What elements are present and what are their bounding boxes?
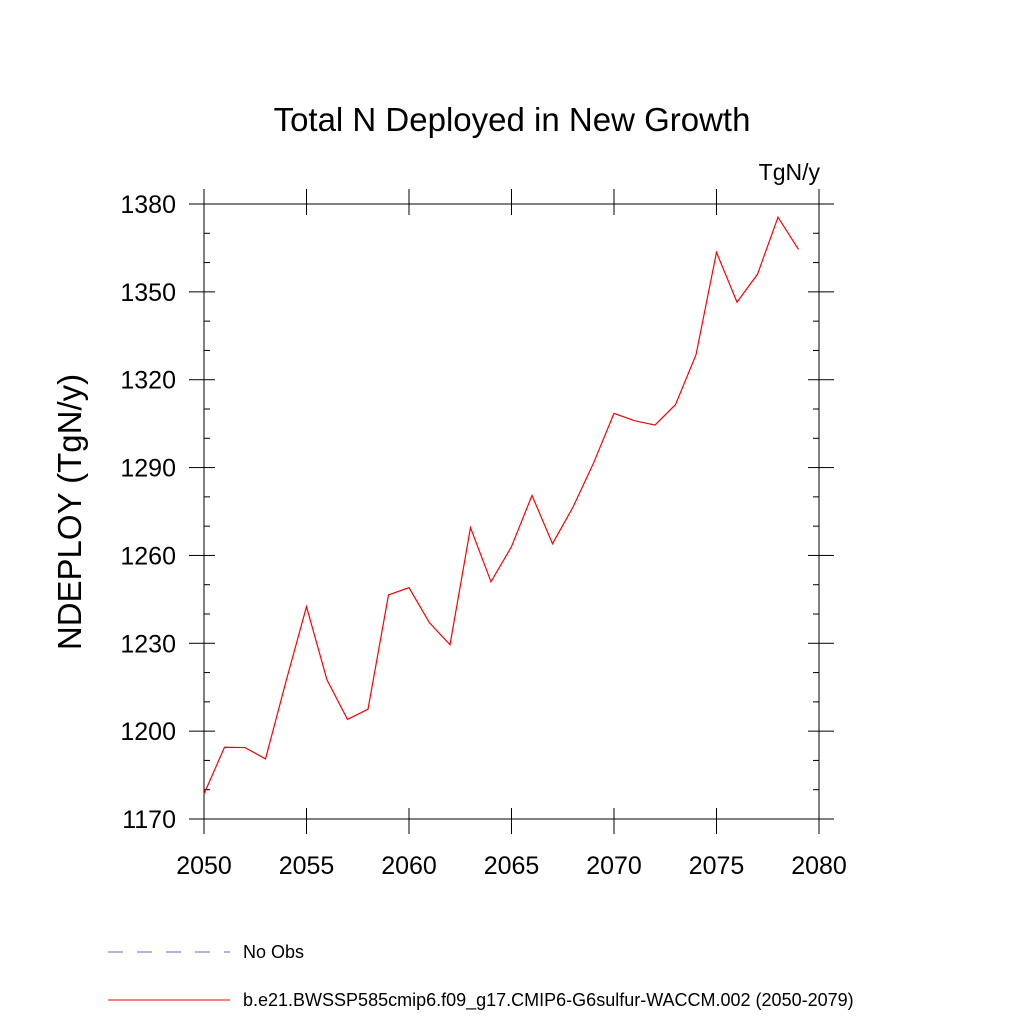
y-tick-label: 1320 bbox=[120, 367, 176, 395]
y-axis-label: NDEPLOY (TgN/y) bbox=[51, 374, 88, 650]
plot-area-frame bbox=[203, 203, 820, 820]
y-tick-label: 1290 bbox=[120, 455, 176, 483]
legend-label: b.e21.BWSSP585cmip6.f09_g17.CMIP6-G6sulf… bbox=[243, 990, 854, 1011]
x-tick-label: 2070 bbox=[586, 852, 642, 880]
chart-title: Total N Deployed in New Growth bbox=[274, 101, 751, 138]
units-label: TgN/y bbox=[759, 159, 821, 185]
x-tick-label: 2065 bbox=[484, 852, 540, 880]
legend-label: No Obs bbox=[243, 942, 304, 962]
series-line bbox=[203, 215, 800, 795]
series-group bbox=[203, 215, 800, 795]
x-tick-label: 2075 bbox=[689, 852, 745, 880]
axis-ticks: 2050 2055 2060 2065 2070 2075 2080 1170 1200 1230… bbox=[120, 189, 847, 880]
y-tick-label: 1230 bbox=[120, 630, 176, 658]
y-tick-label: 1350 bbox=[120, 279, 176, 307]
y-tick-label: 1170 bbox=[122, 806, 176, 834]
x-tick-label: 2055 bbox=[279, 852, 335, 880]
x-tick-label: 2080 bbox=[791, 852, 847, 880]
x-tick-label: 2050 bbox=[176, 852, 232, 880]
y-tick-label: 1260 bbox=[120, 542, 176, 570]
x-tick-label: 2060 bbox=[381, 852, 437, 880]
y-tick-label: 1200 bbox=[120, 718, 176, 746]
legend: No Obs b.e21.BWSSP585cmip6.f09_g17.CMIP6-… bbox=[108, 942, 854, 1011]
y-tick-label: 1380 bbox=[120, 191, 176, 219]
